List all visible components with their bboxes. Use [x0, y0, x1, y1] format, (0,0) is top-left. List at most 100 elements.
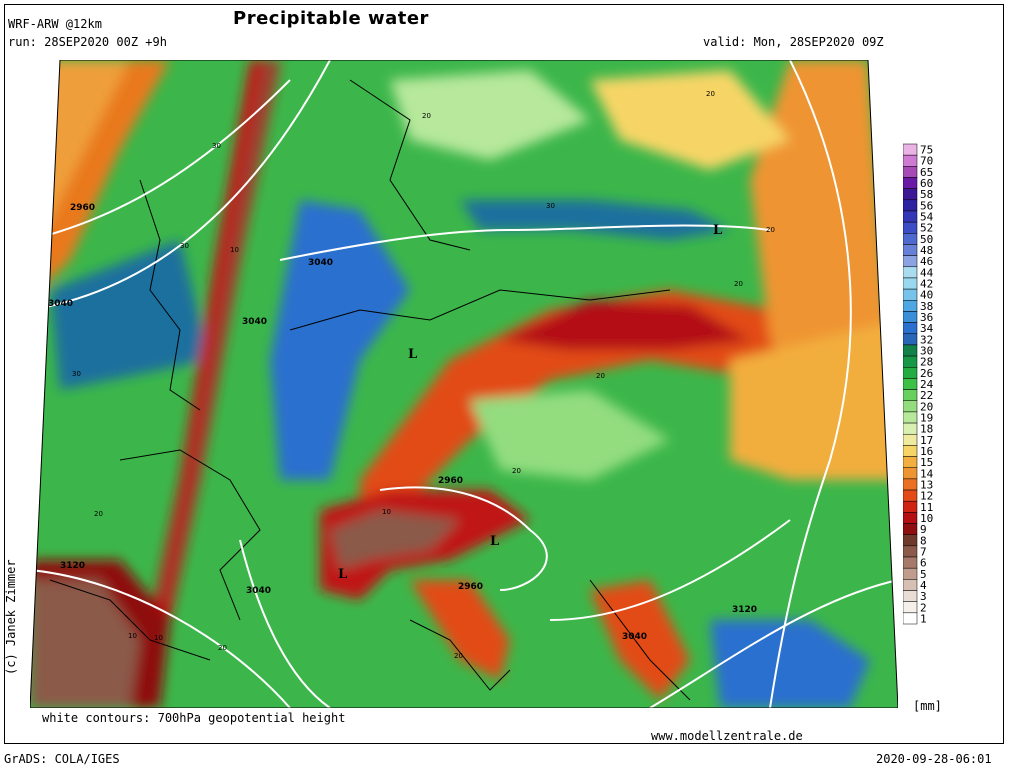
legend-tick-label: 9	[920, 523, 927, 536]
legend-tick-label: 18	[920, 423, 933, 436]
legend-tick-label: 15	[920, 456, 933, 469]
moist-band-atlantic	[50, 240, 210, 390]
legend-swatch	[903, 445, 918, 457]
legend-swatch	[903, 433, 918, 446]
legend-tick-label: 11	[920, 501, 933, 514]
legend-tick-label: 44	[920, 266, 934, 279]
pw-label: 30	[212, 142, 221, 150]
low-pressure-label: L	[713, 223, 722, 238]
legend-swatch	[903, 545, 918, 558]
contour-2960-alps	[379, 486, 548, 591]
legend-tick-label: 7	[920, 545, 927, 558]
legend-swatch	[903, 221, 918, 234]
legend-swatch	[903, 590, 918, 602]
legend-swatch	[903, 288, 918, 301]
legend-swatch	[903, 333, 918, 346]
pw-label: 30	[180, 242, 189, 250]
contour-label: 3040	[246, 586, 271, 596]
legend-swatch	[903, 389, 918, 401]
legend-swatch	[903, 579, 918, 591]
legend-tick-label: 6	[920, 557, 927, 570]
legend-tick-label: 8	[920, 534, 927, 547]
software-label: GrADS: COLA/IGES	[4, 752, 120, 766]
pw-label: 20	[512, 467, 521, 475]
coastline-north-europe	[289, 289, 671, 331]
pw-label: 30	[546, 202, 555, 210]
valid-time-label: valid: Mon, 28SEP2020 09Z	[703, 35, 884, 49]
legend-tick-label: 3	[920, 590, 927, 603]
legend-swatch	[903, 266, 918, 279]
legend-swatch	[903, 411, 918, 424]
italy-dry-area	[410, 580, 510, 680]
legend-tick-label: 34	[920, 322, 934, 335]
contour-3040-southeast	[549, 519, 791, 621]
pw-label: 10	[154, 634, 163, 642]
map-outline	[30, 60, 898, 708]
dry-band-central	[360, 290, 898, 530]
alps-dry-core	[330, 510, 460, 570]
contour-label: 3040	[622, 632, 647, 642]
legend-swatch	[903, 277, 918, 290]
legend-swatch	[903, 456, 918, 468]
contours-note: white contours: 700hPa geopotential heig…	[42, 711, 346, 725]
moist-area-southeast	[710, 620, 870, 708]
legend-tick-label: 65	[920, 166, 933, 179]
legend-swatch	[903, 512, 918, 524]
pw-label: 20	[706, 90, 715, 98]
contour-label: 2960	[438, 476, 463, 486]
legend-tick-label: 32	[920, 333, 933, 346]
legend-tick-label: 56	[920, 199, 933, 212]
low-pressure-label: L	[408, 347, 417, 362]
legend-swatch	[903, 344, 918, 357]
low-pressure-label: L	[338, 567, 347, 582]
contour-label: 3120	[732, 605, 757, 615]
legend-tick-label: 54	[920, 211, 934, 224]
legend-tick-label: 14	[920, 467, 934, 480]
coastline-uk	[139, 179, 201, 411]
coastline-italy	[409, 619, 511, 691]
pw-label: 20	[94, 510, 103, 518]
iberia-dry-core	[30, 580, 140, 708]
legend-tick-label: 75	[920, 144, 933, 157]
legend-swatch	[903, 467, 918, 480]
legend-tick-label: 17	[920, 434, 933, 447]
legend-tick-label: 5	[920, 568, 927, 581]
legend-swatch	[903, 378, 918, 390]
pw-label: 10	[382, 508, 391, 516]
legend-tick-label: 2	[920, 601, 927, 614]
website-label: www.modellzentrale.de	[651, 729, 803, 743]
legend-tick-label: 58	[920, 188, 933, 201]
coastline-france	[119, 449, 261, 621]
map-title: Precipitable water	[233, 8, 429, 29]
coastline-scandinavia	[349, 79, 471, 251]
legend-swatch	[903, 255, 918, 268]
legend-tick-label: 42	[920, 278, 933, 291]
contour-label: 3040	[308, 258, 333, 268]
pw-label: 20	[596, 372, 605, 380]
legend-swatch	[903, 210, 918, 223]
legend-swatch	[903, 556, 918, 569]
pw-label: 20	[766, 226, 775, 234]
legend-tick-label: 36	[920, 311, 933, 324]
contour-3120-southwest	[30, 569, 291, 708]
contour-east	[769, 60, 852, 708]
legend-tick-label: 24	[920, 378, 934, 391]
legend-swatch	[903, 489, 918, 502]
legend-swatch	[903, 199, 918, 212]
pw-label: 20	[734, 280, 743, 288]
legend-swatch	[903, 244, 918, 256]
legend-swatch	[903, 233, 918, 245]
moist-tongue-blue	[270, 200, 410, 480]
dry-area-east-south	[730, 320, 898, 480]
legend-swatch	[903, 500, 918, 513]
coastline-adriatic	[589, 579, 691, 701]
pw-label: 10	[230, 246, 239, 254]
dry-band-central-core	[500, 300, 750, 350]
timestamp-label: 2020-09-28-06:01	[876, 752, 992, 766]
legend-tick-label: 13	[920, 478, 933, 491]
legend-swatch	[903, 311, 918, 323]
contour-label: 3120	[60, 561, 85, 571]
legend-tick-label: 22	[920, 389, 933, 402]
legend-tick-label: 70	[920, 155, 933, 168]
legend-swatch	[903, 422, 918, 435]
